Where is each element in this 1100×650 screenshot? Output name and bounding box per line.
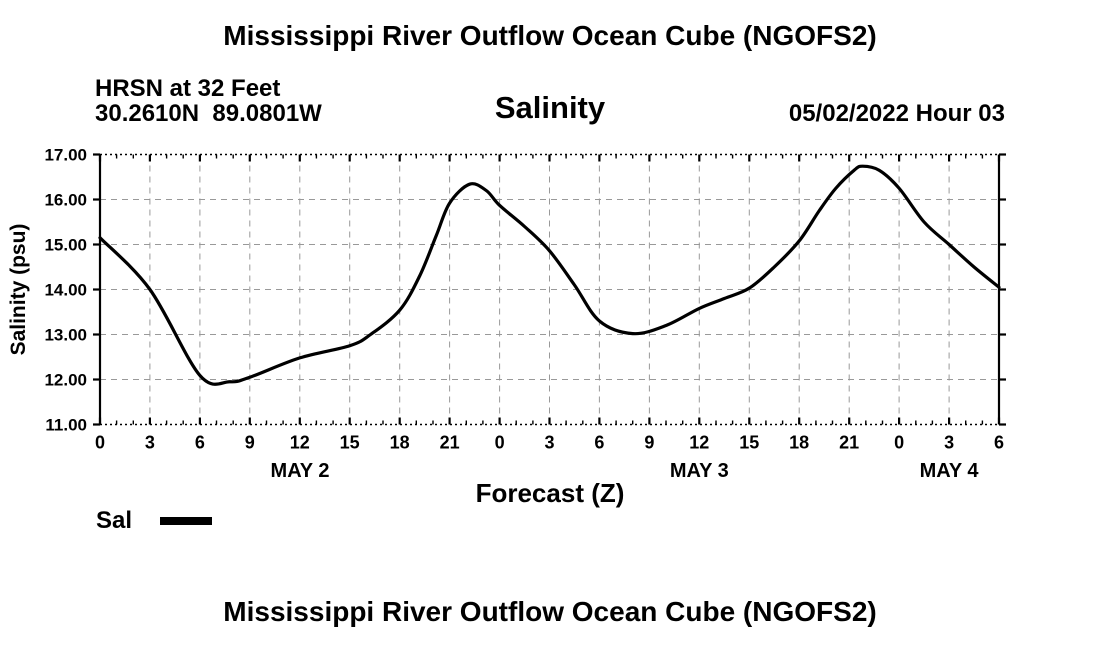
svg-text:0: 0 xyxy=(95,433,105,453)
svg-text:9: 9 xyxy=(644,433,654,453)
svg-text:3: 3 xyxy=(544,433,554,453)
svg-text:15: 15 xyxy=(739,433,759,453)
svg-text:3: 3 xyxy=(944,433,954,453)
svg-text:21: 21 xyxy=(839,433,859,453)
svg-text:13.00: 13.00 xyxy=(44,326,87,345)
svg-text:Sal: Sal xyxy=(96,507,132,534)
svg-text:18: 18 xyxy=(789,433,809,453)
svg-text:6: 6 xyxy=(195,433,205,453)
svg-text:11.00: 11.00 xyxy=(45,416,87,435)
svg-text:12.00: 12.00 xyxy=(44,371,87,390)
svg-text:MAY 3: MAY 3 xyxy=(670,460,729,482)
svg-text:16.00: 16.00 xyxy=(44,191,87,210)
svg-text:3: 3 xyxy=(145,433,155,453)
svg-text:0: 0 xyxy=(495,433,505,453)
svg-text:21: 21 xyxy=(440,433,460,453)
svg-text:17.00: 17.00 xyxy=(44,146,87,165)
svg-text:14.00: 14.00 xyxy=(44,281,87,300)
svg-text:15: 15 xyxy=(340,433,360,453)
svg-text:6: 6 xyxy=(994,433,1004,453)
svg-text:9: 9 xyxy=(245,433,255,453)
svg-text:MAY 4: MAY 4 xyxy=(920,460,980,482)
svg-text:15.00: 15.00 xyxy=(44,236,87,255)
svg-text:0: 0 xyxy=(894,433,904,453)
svg-text:MAY 2: MAY 2 xyxy=(271,460,330,482)
svg-text:Salinity (psu): Salinity (psu) xyxy=(7,224,30,356)
svg-text:6: 6 xyxy=(594,433,604,453)
svg-text:Forecast (Z): Forecast (Z) xyxy=(476,478,625,508)
svg-text:12: 12 xyxy=(290,433,310,453)
svg-text:12: 12 xyxy=(689,433,709,453)
svg-text:18: 18 xyxy=(390,433,410,453)
